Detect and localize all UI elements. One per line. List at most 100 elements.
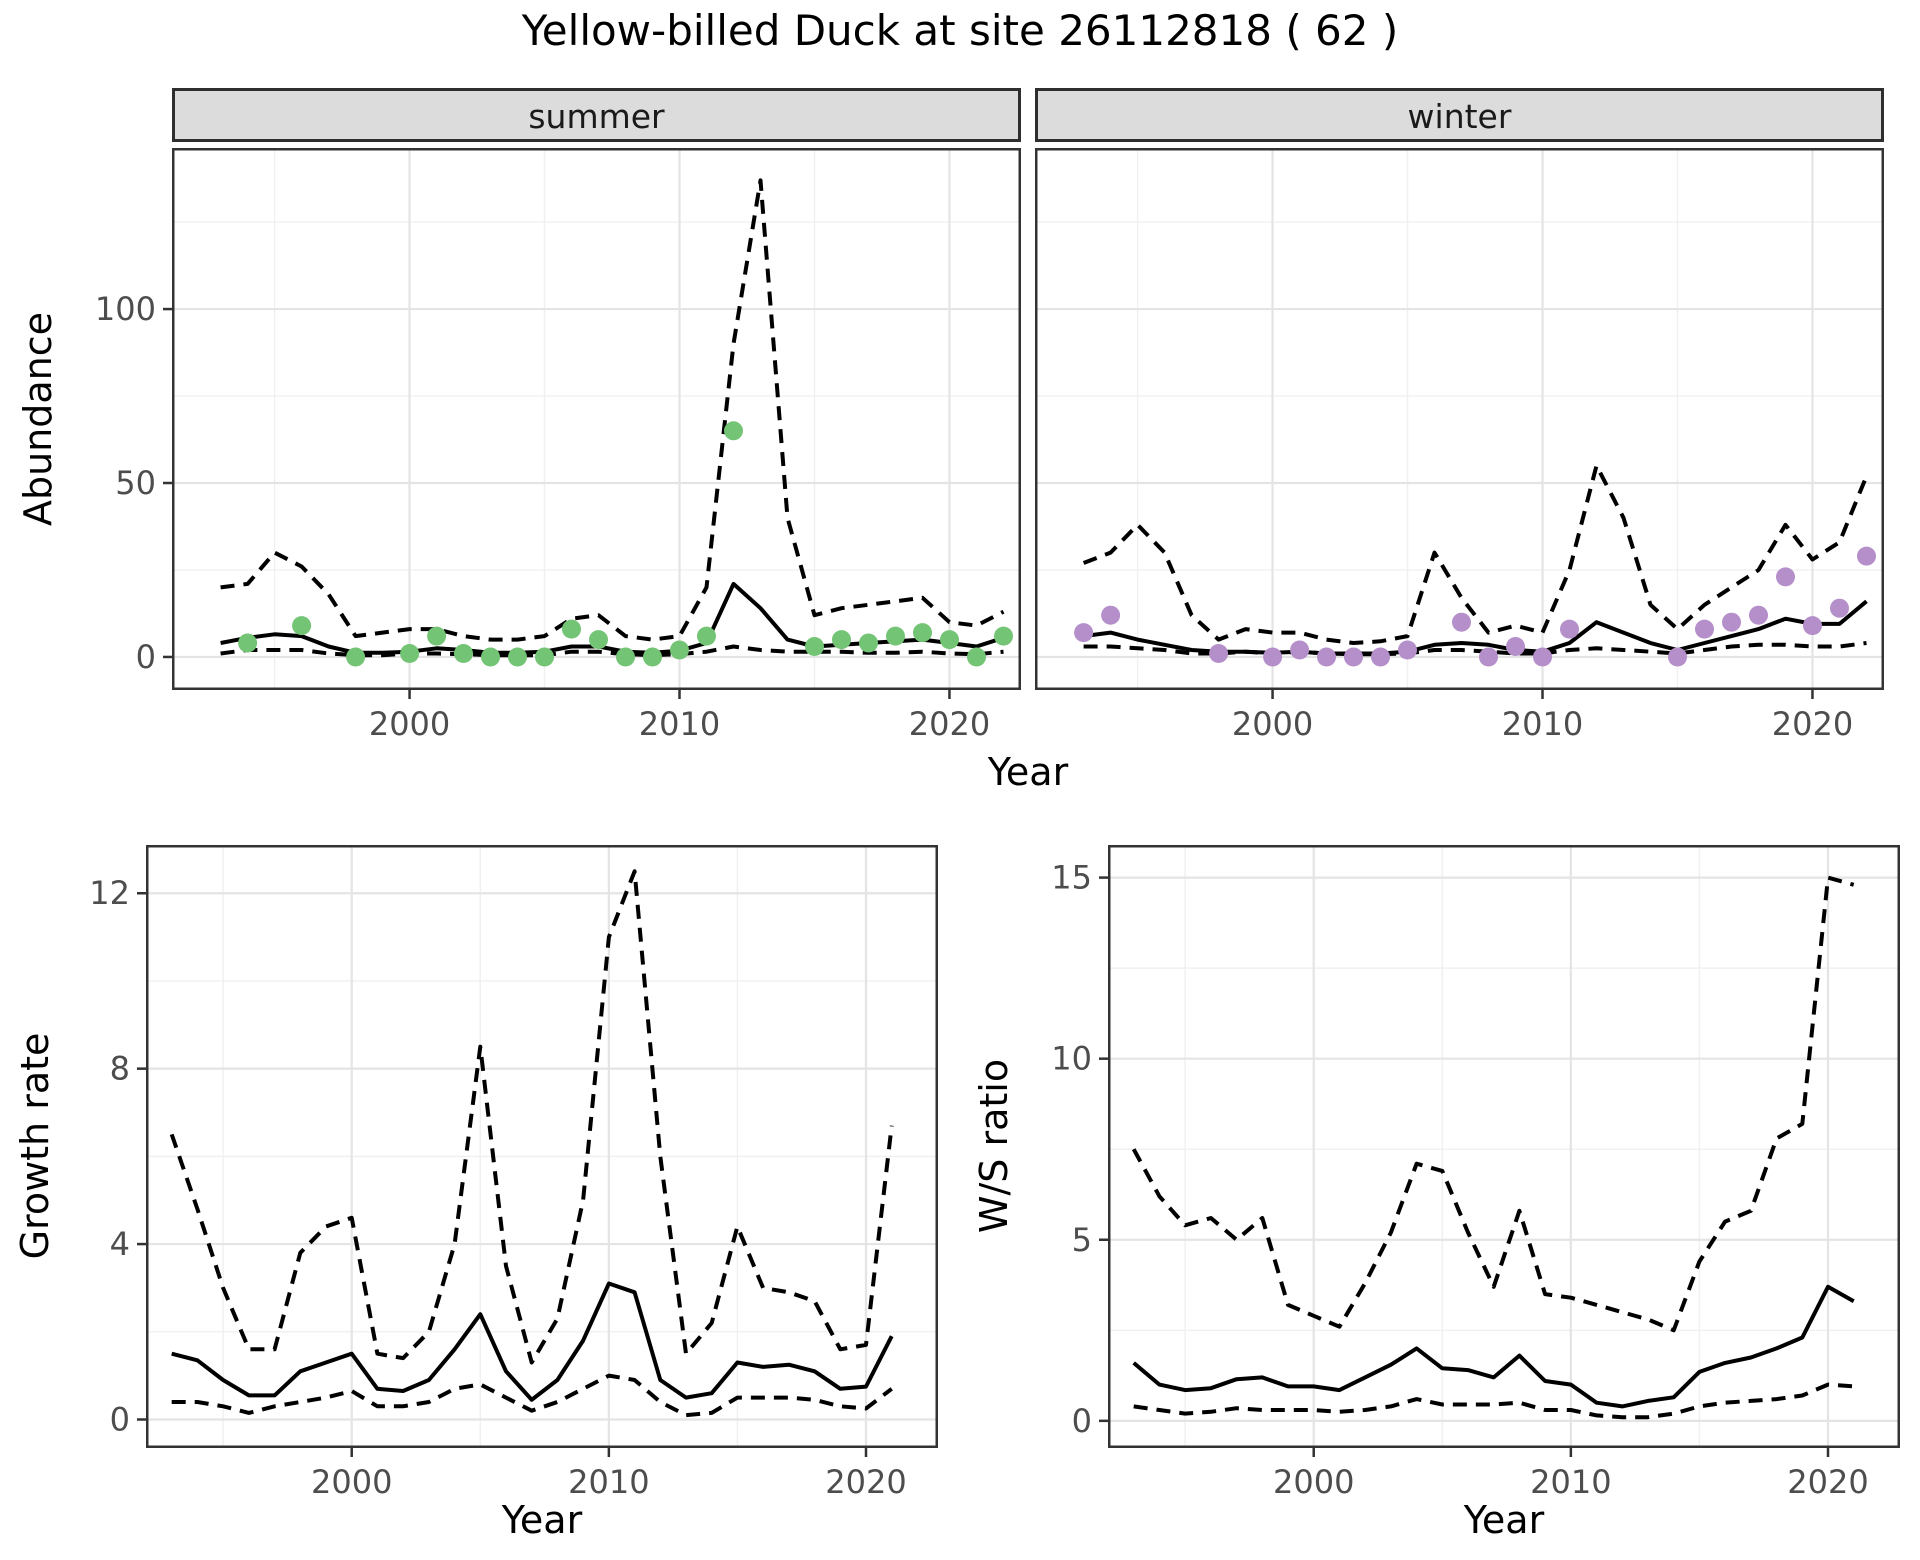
x-tick-label: 2000 bbox=[369, 705, 450, 743]
x-tick-label: 2010 bbox=[1530, 1463, 1611, 1501]
panel-border bbox=[146, 845, 938, 1448]
series-lower_ci bbox=[171, 1373, 893, 1418]
series-median bbox=[220, 581, 1005, 655]
facet-strip-winter-label: winter bbox=[1407, 97, 1512, 136]
x-tick-label: 2020 bbox=[1787, 1463, 1868, 1501]
data-point bbox=[1668, 647, 1687, 667]
page-title: Yellow-billed Duck at site 26112818 ( 62… bbox=[521, 6, 1399, 55]
data-point bbox=[454, 644, 473, 663]
facet-strip-summer-label: summer bbox=[528, 97, 665, 136]
x-tick-label: 2010 bbox=[1502, 705, 1583, 743]
data-point bbox=[832, 630, 851, 650]
y-tick-label: 100 bbox=[95, 290, 156, 328]
y-tick-label: 0 bbox=[136, 638, 156, 676]
x-axis-title-year-growth: Year bbox=[501, 1498, 583, 1542]
data-point bbox=[913, 623, 932, 643]
data-point bbox=[346, 647, 366, 667]
y-axis-title-ws-ratio: W/S ratio bbox=[972, 1058, 1016, 1234]
data-point bbox=[1290, 640, 1310, 660]
data-point bbox=[670, 640, 689, 660]
data-point bbox=[292, 616, 312, 636]
series-upper_ci bbox=[1131, 875, 1855, 1333]
data-point bbox=[724, 421, 743, 441]
data-point bbox=[1722, 612, 1741, 632]
data-point bbox=[1776, 567, 1795, 587]
y-tick-label: 15 bbox=[1051, 859, 1092, 897]
data-point bbox=[481, 647, 500, 667]
data-point bbox=[967, 647, 986, 667]
data-point bbox=[1209, 644, 1229, 663]
x-axis-title-year-ws: Year bbox=[1463, 1498, 1545, 1542]
data-point bbox=[1398, 640, 1417, 660]
data-point bbox=[508, 647, 527, 667]
x-tick-label: 2020 bbox=[1772, 705, 1853, 743]
data-point bbox=[940, 630, 959, 650]
data-point bbox=[1857, 546, 1876, 566]
axis-ticks: 2000 2010 2020 0 4 8 12 bbox=[89, 874, 906, 1501]
gridlines bbox=[172, 148, 1021, 690]
axis-ticks: 2000 2010 2020 bbox=[1232, 690, 1853, 743]
data-point bbox=[616, 647, 635, 667]
data-point bbox=[562, 619, 581, 639]
panel-border bbox=[172, 148, 1021, 690]
y-tick-label: 0 bbox=[1072, 1402, 1092, 1440]
facet-strip-summer: summer bbox=[172, 88, 1021, 142]
series-median bbox=[171, 1281, 894, 1402]
axis-ticks: 2000 2010 2020 0 50 100 bbox=[95, 290, 990, 743]
data-point bbox=[697, 626, 716, 646]
data-point bbox=[859, 633, 878, 653]
ws-ratio-plot: 2000 2010 2020 0 5 10 15 bbox=[1051, 845, 1900, 1501]
gridlines bbox=[1108, 845, 1900, 1448]
data-point bbox=[1344, 647, 1363, 667]
gridlines bbox=[1035, 148, 1884, 690]
data-point bbox=[1830, 598, 1849, 618]
data-point bbox=[1506, 637, 1525, 656]
data-point bbox=[1695, 619, 1714, 639]
data-point bbox=[1263, 647, 1283, 667]
series-lower_ci bbox=[1133, 1382, 1854, 1420]
data-point bbox=[1371, 647, 1390, 667]
series-median bbox=[1132, 1284, 1855, 1409]
data-point bbox=[1803, 616, 1822, 636]
data-point bbox=[994, 626, 1013, 646]
x-tick-label: 2010 bbox=[568, 1463, 649, 1501]
data-point bbox=[1101, 605, 1121, 625]
x-tick-label: 2020 bbox=[909, 705, 990, 743]
x-tick-label: 2000 bbox=[1273, 1463, 1354, 1501]
series-upper_ci bbox=[1082, 463, 1869, 645]
data-point bbox=[238, 633, 258, 653]
y-tick-label: 0 bbox=[110, 1400, 130, 1438]
data-point bbox=[535, 647, 554, 667]
data-point bbox=[1560, 619, 1579, 639]
data-point bbox=[805, 637, 824, 656]
y-tick-label: 10 bbox=[1051, 1040, 1092, 1078]
growth-rate-plot: 2000 2010 2020 0 4 8 12 bbox=[89, 845, 938, 1501]
observed-counts bbox=[1074, 546, 1876, 667]
x-tick-label: 2000 bbox=[311, 1463, 392, 1501]
data-point bbox=[589, 630, 608, 650]
series-lower_ci bbox=[1083, 641, 1867, 657]
data-point bbox=[427, 626, 447, 646]
summer-abundance-plot: 2000 2010 2020 0 50 100 bbox=[95, 148, 1021, 743]
data-point bbox=[1749, 605, 1768, 625]
y-axis-title-abundance: Abundance bbox=[16, 311, 60, 527]
gridlines bbox=[146, 845, 938, 1448]
y-tick-label: 8 bbox=[110, 1050, 130, 1088]
data-point bbox=[1317, 647, 1336, 667]
x-tick-label: 2020 bbox=[825, 1463, 906, 1501]
data-point bbox=[1074, 623, 1094, 643]
data-point bbox=[1479, 647, 1498, 667]
panel-border bbox=[1108, 845, 1900, 1448]
data-point bbox=[643, 647, 662, 667]
y-tick-label: 4 bbox=[110, 1225, 130, 1263]
observed-counts bbox=[238, 421, 1013, 667]
y-axis-title-growth-rate: Growth rate bbox=[13, 1032, 57, 1260]
data-point bbox=[1452, 612, 1471, 632]
y-tick-label: 5 bbox=[1072, 1221, 1092, 1259]
series-upper_ci bbox=[220, 178, 1005, 642]
x-tick-label: 2010 bbox=[639, 705, 720, 743]
facet-strip-winter: winter bbox=[1035, 88, 1884, 142]
data-point bbox=[1533, 647, 1552, 667]
panel-border bbox=[1035, 148, 1884, 690]
